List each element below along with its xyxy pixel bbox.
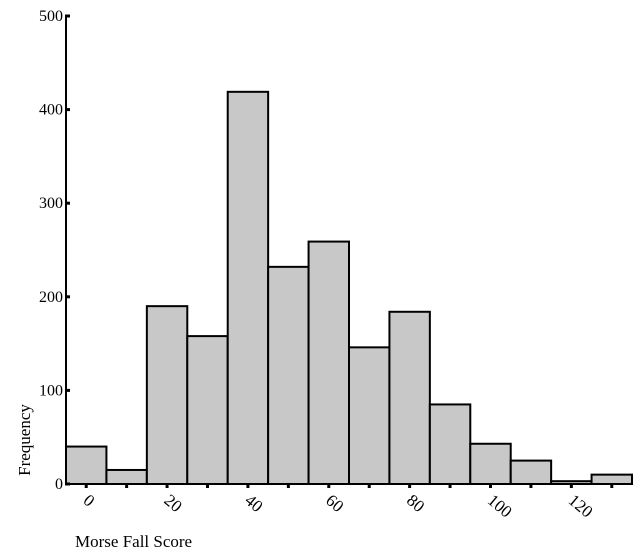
histogram-bar (469, 442, 512, 486)
x-tick-label: 100 (484, 491, 516, 522)
y-tick-label: 500 (39, 8, 63, 25)
x-tick-label: 20 (161, 491, 186, 516)
y-ticks-group: 0 100 200 300 400 500 (39, 8, 70, 493)
histogram-bar (428, 403, 472, 485)
histogram-bar (186, 335, 229, 485)
histogram-bar (590, 473, 633, 486)
y-axis-title: Frequency (15, 404, 34, 476)
x-axis-title: Morse Fall Score (75, 532, 192, 551)
histogram-bar (226, 90, 270, 485)
histogram-bar (388, 310, 431, 485)
y-tick-label: 300 (39, 195, 63, 212)
histogram-bar (509, 459, 553, 486)
x-tick-label: 80 (403, 491, 428, 516)
histogram-bar (348, 346, 391, 485)
y-tick-label: 400 (39, 102, 63, 119)
histogram-bar (145, 305, 189, 485)
y-tick-label: 200 (39, 289, 63, 306)
x-tick-label: 120 (565, 491, 597, 522)
x-tick-label: 40 (241, 491, 266, 516)
x-tick-label: 0 (80, 491, 99, 511)
histogram-bar (105, 468, 148, 485)
x-ticks-group: 0 20 40 60 80 100 120 (80, 483, 614, 522)
x-tick-label: 60 (322, 491, 347, 516)
histogram-bar (65, 445, 108, 485)
histogram-bar (307, 240, 351, 485)
y-tick-label: 0 (55, 476, 63, 493)
histogram-bar (267, 265, 310, 485)
bars-group (65, 90, 633, 486)
y-tick-label: 100 (39, 382, 63, 399)
